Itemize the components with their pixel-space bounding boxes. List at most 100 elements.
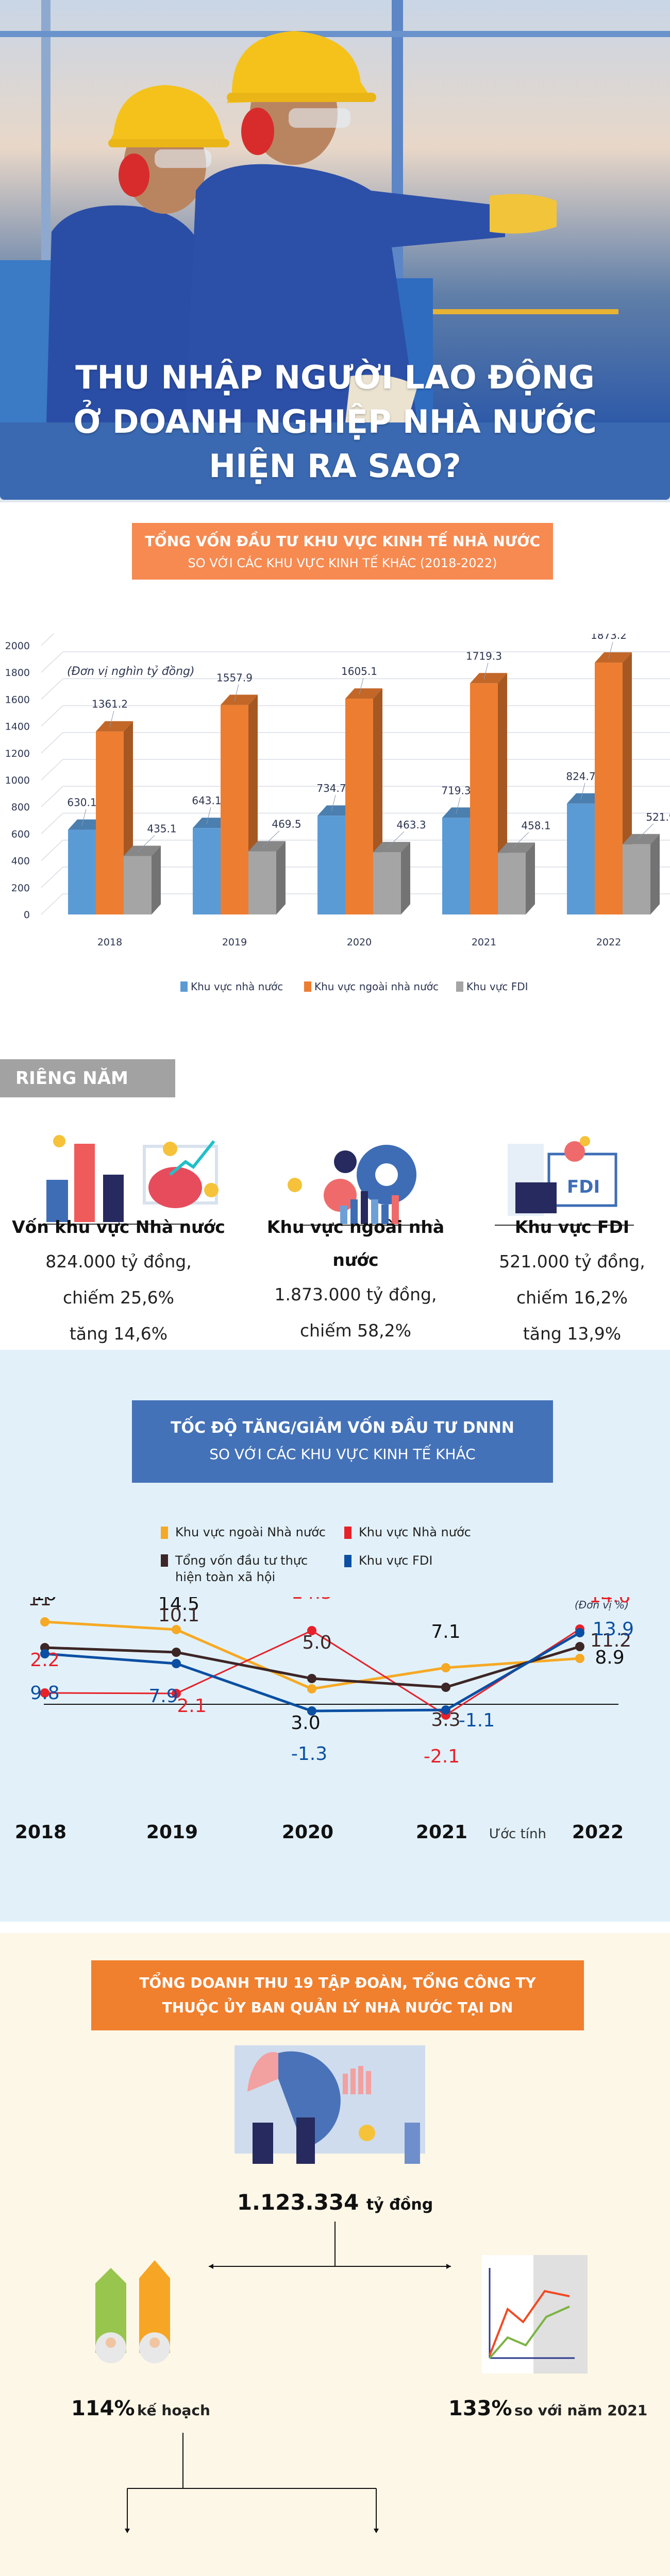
value-leader-line [81, 809, 87, 826]
plan-value: 114% [71, 2397, 135, 2420]
stat-line: tăng 14,6% [69, 1324, 168, 1344]
yoy-growth: 133% so với năm 2021 [448, 2397, 647, 2420]
y-tick-label: 200 [11, 883, 30, 894]
value-leader-line [359, 677, 364, 695]
stat-state-sector: Vốn khu vực Nhà nước 824.000 tỷ đồng, ch… [10, 1211, 227, 1352]
stat-line: tăng 13,9% [523, 1324, 622, 1344]
y-tick-label: 800 [11, 802, 30, 813]
gridline-depth [41, 840, 63, 861]
bar-2020-2 [373, 842, 410, 914]
legend-swatch [161, 1527, 168, 1539]
bar-2019-2 [248, 841, 286, 914]
x-category-label: 2019 [146, 1822, 198, 1843]
data-point [441, 1663, 450, 1672]
x-category-label: 2020 [282, 1822, 333, 1843]
growth-section: TỐC ĐỘ TĂNG/GIẢM VỐN ĐẦU TƯ DNNN SO VỚI … [0, 1350, 670, 1922]
bar-front [595, 663, 623, 914]
gridline-depth [41, 678, 63, 700]
bar-side [526, 842, 535, 914]
data-label: 11 [28, 1597, 52, 1610]
x-category-label: 2019 [222, 937, 247, 948]
investment-bar-chart: 0 200 400 600 800 1000 1200 1400 1600 1800 2000 63… [5, 634, 670, 993]
stat-line: 521.000 tỷ đồng, [499, 1251, 645, 1272]
bar-top [221, 694, 258, 705]
bar-side [650, 834, 660, 914]
investment-subtitle: SO VỚI CÁC KHU VỰC KINH TẾ KHÁC (2018-20… [188, 556, 497, 570]
data-label: 2.1 [177, 1696, 206, 1717]
x-category-label: 2022 [596, 937, 621, 948]
bar-top [345, 688, 382, 699]
bar-value-label: 521.9 [646, 811, 670, 823]
data-label: 7.1 [431, 1621, 460, 1642]
gridline-depth [41, 705, 63, 727]
x-category-label: 2018 [97, 937, 122, 948]
bar-front [470, 683, 498, 914]
gridline-depth [41, 812, 63, 834]
gridline-depth [41, 651, 63, 673]
hero-title-line-1: THU NHẬP NGƯỜI LAO ĐỘNG [75, 359, 595, 396]
gridline-depth [41, 634, 55, 646]
hero-title-line-3: HIỆN RA SAO? [209, 447, 461, 485]
y-tick-label: 1000 [5, 775, 30, 786]
data-label: 14.3 [291, 1597, 332, 1603]
bar-top [248, 841, 286, 852]
legend-item: Khu vực ngoài nhà nước [304, 980, 439, 993]
bar-front [567, 803, 595, 914]
stat-heading: Khu vực ngoài nhà nước [266, 1217, 445, 1270]
bar-value-label: 1873.2 [591, 634, 627, 641]
data-point [307, 1626, 316, 1635]
data-point [575, 1628, 584, 1637]
line-chart-unit-note: (Đơn vị %) [575, 1599, 629, 1611]
bar-value-label: 463.3 [396, 819, 426, 831]
stat-line: chiếm 25,6% [63, 1287, 174, 1308]
y-tick-label: 1400 [5, 721, 30, 733]
y-tick-label: 1800 [5, 667, 30, 679]
x-category-label: 2022 [572, 1822, 624, 1843]
legend-item: Khu vực nhà nước [180, 980, 283, 993]
data-point [40, 1688, 49, 1698]
value-leader-line [608, 641, 613, 659]
y-tick-label: 0 [24, 909, 30, 921]
bar-value-label: 1557.9 [216, 671, 253, 684]
legend-label: Khu vực nhà nước [191, 980, 283, 993]
plan-achievement: 114% kế hoạch [71, 2397, 210, 2420]
fdi-dashboard-illustration: FDI [495, 1136, 634, 1226]
gridline-depth [41, 786, 63, 807]
legend-label: Khu vực FDI [466, 980, 528, 993]
bar-front [193, 828, 221, 914]
x-category-label: 2020 [347, 937, 372, 948]
value-leader-line [580, 783, 585, 800]
bar-front [623, 844, 650, 914]
bar-side [276, 841, 286, 914]
bar-value-label: 824.7 [566, 770, 595, 783]
bar-front [442, 818, 470, 914]
legend-swatch [344, 1527, 351, 1539]
bar-top [124, 845, 161, 856]
hero-title-line-2: Ở DOANH NGHIỆP NHÀ NƯỚC [73, 403, 597, 440]
legend-swatch [304, 981, 311, 992]
revenue-total-value: 1.123.334 [237, 2190, 359, 2215]
revenue-total-unit: tỷ đồng [366, 2196, 433, 2214]
year-2022-tag: RIÊNG NĂM 2022 [0, 1059, 175, 1127]
x-category-label: 2021 [416, 1822, 467, 1843]
data-label: 11.2 [590, 1630, 631, 1651]
data-label: -2.1 [424, 1746, 460, 1767]
data-label: 10.1 [158, 1605, 199, 1626]
legend-item-non-state: Khu vực ngoài Nhà nước [161, 1524, 326, 1540]
bar-front [96, 731, 124, 914]
data-label: -1.1 [459, 1710, 495, 1731]
investment-growth-illustration [46, 1135, 219, 1225]
business-meeting-illustration [234, 2045, 425, 2164]
revenue-title-box: TỔNG DOANH THU 19 TẬP ĐOÀN, TỔNG CÔNG TY… [91, 1960, 584, 2030]
data-point [441, 1705, 450, 1715]
bar-top [595, 652, 632, 663]
data-point [40, 1649, 49, 1658]
y-tick-label: 1200 [5, 748, 30, 759]
bar-top [470, 673, 507, 684]
value-leader-line [137, 835, 155, 852]
legend-item-fdi: Khu vực FDI [344, 1552, 432, 1569]
data-label: 13.9 [593, 1619, 634, 1640]
data-label: 7.9 [148, 1686, 178, 1707]
legend-item-total: Tổng vốn đầu tư thực hiện toàn xã hội [161, 1552, 331, 1585]
bar-2021-2 [498, 842, 535, 914]
